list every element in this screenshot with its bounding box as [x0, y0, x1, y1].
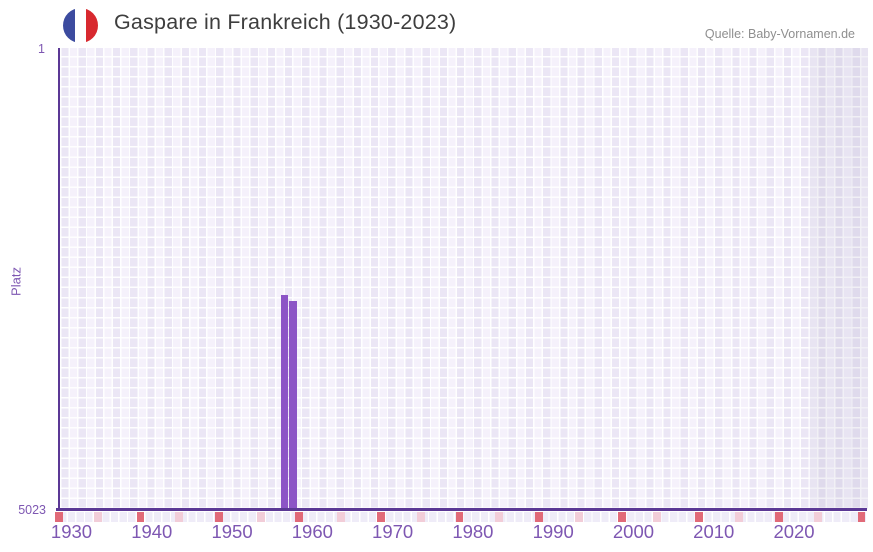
major-tick-mark	[857, 511, 866, 522]
major-tick-mark	[215, 511, 223, 522]
page-title: Gaspare in Frankreich (1930-2023)	[114, 10, 457, 34]
minor-tick-mark	[814, 511, 822, 522]
minor-tick-mark	[575, 511, 583, 522]
y-axis-top-label: 1	[38, 42, 45, 56]
x-tick-label-2020: 2020	[773, 521, 815, 542]
source-credit: Quelle: Baby-Vornamen.de	[704, 27, 855, 41]
minor-tick-mark	[653, 511, 661, 522]
x-tick-label-1930: 1930	[50, 521, 93, 542]
y-axis-title: Platz	[8, 267, 24, 296]
major-tick-mark	[295, 511, 303, 522]
x-axis-line	[56, 508, 867, 511]
major-tick-mark	[377, 511, 385, 522]
minor-tick-mark	[94, 511, 102, 522]
minor-tick-mark	[337, 511, 345, 522]
x-tick-label-1970: 1970	[372, 521, 414, 542]
major-tick-mark	[535, 511, 543, 522]
x-tick-label-1950: 1950	[211, 521, 253, 542]
recent-years-shaded-band	[810, 48, 868, 509]
major-tick-mark	[136, 511, 145, 522]
x-axis-labels: 1930 1940 1950 1960 1970 1980 1990 2000 2010 2020	[0, 521, 873, 545]
bar-1956[interactable]	[280, 295, 289, 509]
x-tick-label-1940: 1940	[131, 521, 173, 542]
x-tick-label-2000: 2000	[612, 521, 655, 542]
major-tick-mark	[55, 511, 63, 522]
minor-tick-mark	[175, 511, 183, 522]
y-axis-bottom-label: 5023	[18, 503, 46, 517]
major-tick-mark	[455, 511, 464, 522]
axis-tick-raster	[55, 511, 866, 522]
major-tick-mark	[775, 511, 783, 522]
major-tick-mark	[618, 511, 626, 522]
x-tick-label-1960: 1960	[291, 521, 333, 542]
minor-tick-mark	[495, 511, 503, 522]
bar-1957[interactable]	[289, 301, 297, 509]
minor-tick-mark	[735, 511, 743, 522]
x-tick-label-1990: 1990	[532, 521, 574, 542]
minor-tick-mark	[417, 511, 425, 522]
major-tick-mark	[695, 511, 703, 522]
minor-tick-mark	[257, 511, 265, 522]
france-flag-icon	[63, 8, 98, 43]
plot-area	[57, 48, 868, 509]
x-tick-label-1980: 1980	[452, 521, 494, 542]
x-tick-label-2010: 2010	[693, 521, 735, 542]
